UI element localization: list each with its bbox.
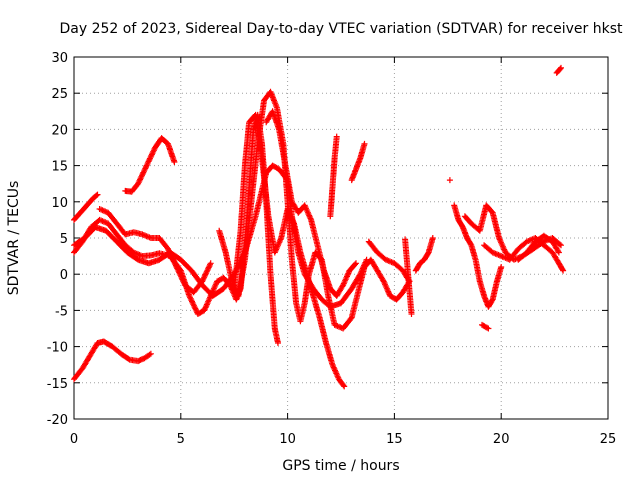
series-markers	[553, 64, 564, 76]
series-markers	[231, 111, 348, 390]
series-markers	[481, 235, 567, 274]
series-markers	[446, 177, 453, 184]
series-arc-3	[122, 135, 178, 195]
y-tick-label: 0	[60, 268, 68, 283]
x-tick-label: 25	[600, 432, 617, 447]
series-markers	[348, 140, 368, 184]
series-markers	[96, 206, 214, 296]
series-arc-15	[446, 177, 453, 184]
series-markers	[402, 236, 415, 317]
series-arc-8	[231, 111, 348, 390]
y-tick-label: 20	[51, 123, 68, 138]
series-arc-9	[263, 108, 359, 299]
chart-title: Day 252 of 2023, Sidereal Day-to-day VTE…	[60, 21, 623, 37]
series-markers	[71, 191, 101, 223]
series-markers	[263, 108, 359, 299]
y-tick-label: -5	[55, 304, 68, 319]
y-tick-label: -20	[47, 413, 68, 428]
series-arc-2	[71, 338, 154, 383]
x-tick-label: 10	[279, 432, 296, 447]
x-tick-labels: 0 5 10 15 20 25	[70, 432, 616, 447]
series-markers	[327, 133, 340, 220]
y-tick-label: -10	[47, 341, 68, 356]
series-arc-1	[71, 191, 101, 223]
x-tick-label: 5	[177, 432, 185, 447]
series-markers	[451, 202, 505, 310]
y-tick-label: 5	[60, 232, 68, 247]
series-arc-17	[479, 321, 492, 332]
x-tick-label: 0	[70, 432, 78, 447]
y-tick-label: 25	[51, 87, 68, 102]
series-arc-10	[327, 133, 340, 220]
y-axis-label: SDTVAR / TECUs	[6, 181, 22, 296]
y-tick-label: 30	[51, 51, 68, 66]
series-markers	[515, 232, 562, 263]
series-markers	[122, 135, 178, 195]
x-tick-label: 15	[386, 432, 403, 447]
y-tick-label: 15	[51, 160, 68, 175]
y-tick-label: 10	[51, 196, 68, 211]
series-arc-11	[348, 140, 368, 184]
series-arc-21	[553, 64, 564, 76]
series-arc-20	[515, 232, 562, 263]
x-axis-label: GPS time / hours	[282, 458, 399, 474]
y-tick-label: -15	[47, 377, 68, 392]
series-arc-19	[481, 235, 567, 274]
axis-ticks	[73, 56, 609, 420]
y-tick-labels: -20 -15 -10 -5 0 5 10 15 20 25 30	[47, 51, 68, 428]
series-arc-14	[412, 235, 436, 274]
series-markers	[412, 235, 436, 274]
series-arc-13	[402, 236, 415, 317]
series-arc-16	[451, 202, 505, 310]
series-arc-6	[96, 206, 214, 296]
x-tick-label: 20	[493, 432, 510, 447]
series-markers	[71, 338, 154, 383]
series-markers	[479, 321, 492, 332]
data-marks	[71, 64, 567, 390]
